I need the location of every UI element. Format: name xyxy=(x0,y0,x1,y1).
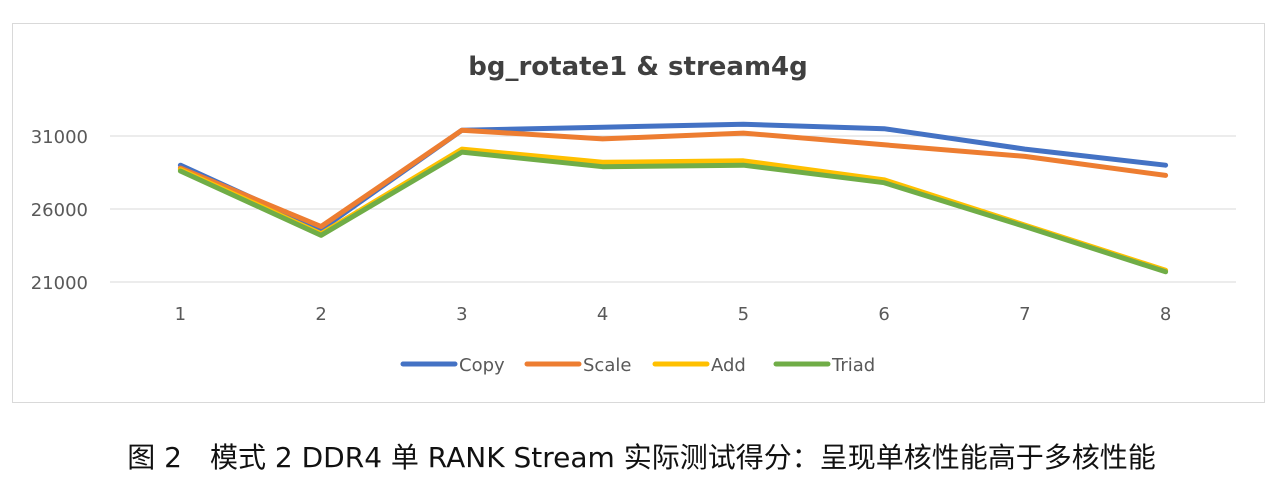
x-tick-label: 1 xyxy=(175,304,186,325)
chart-title: bg_rotate1 & stream4g xyxy=(468,52,808,82)
x-tick-label: 7 xyxy=(1019,304,1030,325)
line-chart: bg_rotate1 & stream4g 21000 26000 31000 1 2… xyxy=(31,52,1236,376)
series-line-triad xyxy=(177,149,1169,275)
series-lines xyxy=(177,121,1169,275)
x-tick-label: 8 xyxy=(1160,304,1171,325)
x-tick-label: 3 xyxy=(456,304,467,325)
x-tick-label: 4 xyxy=(597,304,608,325)
legend: Copy Scale Add Triad xyxy=(400,355,875,376)
x-tick-label: 6 xyxy=(878,304,889,325)
legend-label-scale: Scale xyxy=(583,355,631,376)
legend-label-add: Add xyxy=(711,355,746,376)
y-tick-label: 31000 xyxy=(31,127,88,148)
y-axis: 21000 26000 31000 xyxy=(31,127,88,294)
x-tick-label: 5 xyxy=(738,304,749,325)
figure-caption: 图 2 模式 2 DDR4 单 RANK Stream 实际测试得分：呈现单核性… xyxy=(127,441,1156,474)
y-tick-label: 21000 xyxy=(31,273,88,294)
chart-frame xyxy=(12,23,1265,403)
x-axis: 1 2 3 4 5 6 7 8 xyxy=(175,304,1172,325)
series-line-scale xyxy=(177,127,1169,229)
legend-label-triad: Triad xyxy=(831,355,875,376)
y-tick-label: 26000 xyxy=(31,200,88,221)
series-line-copy xyxy=(177,121,1169,232)
legend-label-copy: Copy xyxy=(459,355,505,376)
x-tick-label: 2 xyxy=(315,304,326,325)
